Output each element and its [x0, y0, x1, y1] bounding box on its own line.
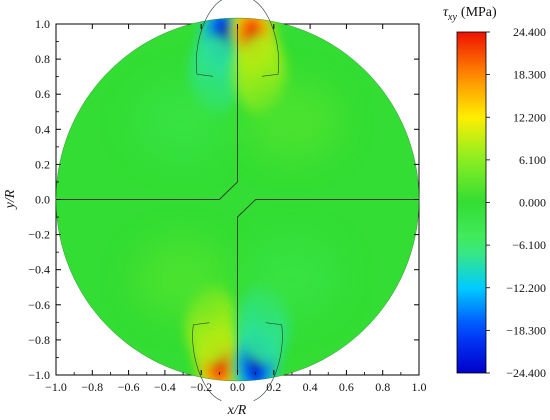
plot-area: −1.0 −0.8 −0.6 −0.4 −0.2 0.0 0.2 0.4 0.6 0.8 1.0 −… — [3, 0, 427, 418]
y-tick-label: 0.2 — [35, 157, 50, 171]
x-tick-label: −1.0 — [45, 380, 67, 394]
y-tick-label: −1.0 — [28, 368, 50, 382]
hotspot — [133, 238, 234, 319]
contour-line — [195, 0, 223, 77]
colorbar-tick-label: −24.400 — [506, 366, 546, 380]
x-tick-label: 0.8 — [375, 380, 390, 394]
colorbar-title-symbol: τ — [443, 5, 449, 20]
colorbar-tick-label: 0.000 — [519, 196, 546, 210]
hotspot — [241, 80, 342, 161]
contour-line — [252, 0, 280, 77]
y-axis-title: y/R — [3, 189, 18, 210]
x-tick-label: 1.0 — [412, 380, 427, 394]
colorbar-tick-label: −18.300 — [506, 323, 546, 337]
disk-field — [56, 18, 419, 381]
y-tick-label: 0.6 — [35, 87, 50, 101]
x-tick-label: −0.6 — [118, 380, 140, 394]
colorbar-tick-label: −6.100 — [512, 238, 546, 252]
colorbar-tick-label: 12.200 — [513, 110, 546, 124]
x-tick-label: 0.6 — [339, 380, 354, 394]
y-tick-label: −0.6 — [28, 298, 50, 312]
contour-line — [192, 322, 222, 401]
disk-outline — [55, 17, 420, 382]
boundary-line — [237, 199, 419, 375]
x-tick-label: −0.8 — [81, 380, 103, 394]
colorbar-gradient — [456, 31, 487, 374]
x-axis-title: x/R — [227, 403, 247, 418]
x-tick-label: 0.2 — [266, 380, 281, 394]
x-axis-ticks: −1.0 −0.8 −0.6 −0.4 −0.2 0.0 0.2 0.4 0.6 0.8 1.0 — [45, 24, 427, 394]
colorbar-title-unit: (MPa) — [461, 5, 497, 20]
y-tick-label: 0.0 — [35, 193, 50, 207]
hotspot — [133, 80, 234, 161]
contour-line — [253, 322, 283, 401]
y-tick-label: 0.4 — [35, 122, 50, 136]
y-tick-label: 1.0 — [35, 17, 50, 31]
colorbar-title: τxy (MPa) — [443, 5, 497, 23]
y-tick-label: −0.2 — [28, 228, 50, 242]
y-axis-ticks: −1.0 −0.8 −0.6 −0.4 −0.2 0.0 0.2 0.4 0.6 0.8 1.0 — [28, 17, 419, 382]
colorbar-tick-label: −12.200 — [506, 281, 546, 295]
boundary-line — [56, 24, 238, 200]
colorbar-tick-label: 18.300 — [513, 68, 546, 82]
contour-lines — [56, 0, 419, 401]
x-tick-label: 0.0 — [230, 380, 245, 394]
colorbar-title-subscript: xy — [447, 12, 457, 23]
y-tick-label: −0.4 — [28, 263, 50, 277]
x-tick-label: −0.2 — [190, 380, 212, 394]
colorbar-tick-label: 6.100 — [519, 153, 546, 167]
x-tick-label: 0.4 — [303, 380, 318, 394]
colorbar: τxy (MPa) 24.400 18.300 12.200 6.100 0.000 −6.… — [443, 5, 546, 380]
y-tick-label: 0.8 — [35, 52, 50, 66]
y-tick-label: −0.8 — [28, 333, 50, 347]
x-tick-label: −0.4 — [154, 380, 176, 394]
hotspot — [241, 238, 342, 319]
colorbar-ticks: 24.400 18.300 12.200 6.100 0.000 −6.100 −12.20… — [486, 25, 546, 380]
colorbar-tick-label: 24.400 — [513, 25, 546, 39]
